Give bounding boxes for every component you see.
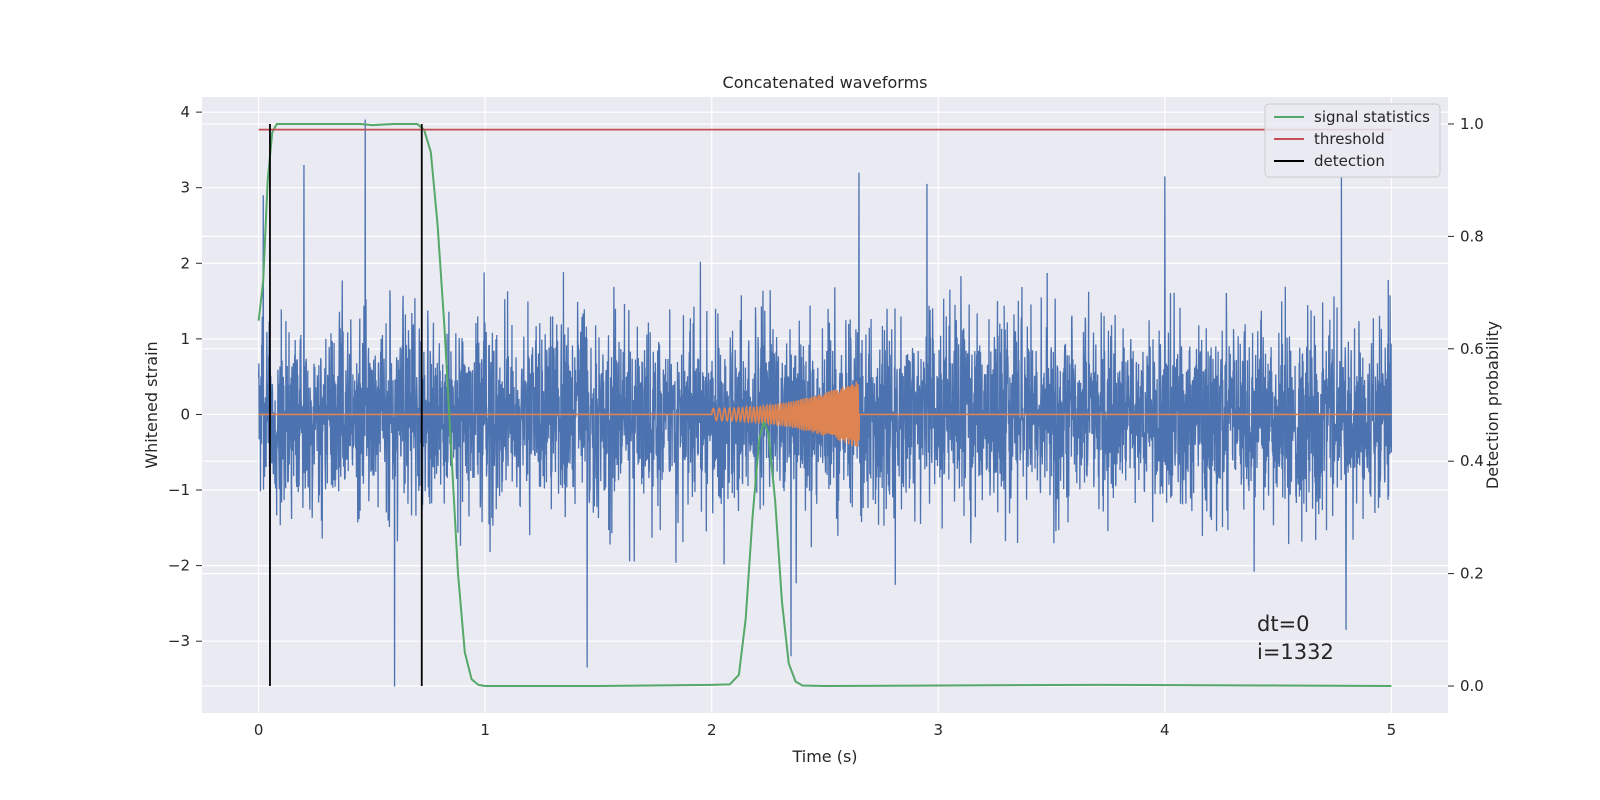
y2-tick-label: 0.8	[1460, 227, 1484, 245]
y-tick-label: 4	[180, 103, 190, 121]
x-axis-label: Time (s)	[791, 747, 857, 766]
y-tick-label: −2	[168, 557, 190, 575]
legend-label-detection: detection	[1314, 152, 1385, 170]
y2-tick-label: 0.6	[1460, 340, 1484, 358]
y2-tick-label: 0.0	[1460, 677, 1484, 695]
y2-tick-label: 1.0	[1460, 115, 1484, 133]
y2-tick-label: 0.4	[1460, 452, 1484, 470]
y-tick-label: −1	[168, 481, 190, 499]
annotation-index: i=1332	[1257, 640, 1334, 664]
y-axis-label: Whitened strain	[142, 341, 161, 468]
chart-title: Concatenated waveforms	[723, 73, 928, 92]
legend-box	[1264, 103, 1441, 178]
x-tick-label: 4	[1160, 721, 1170, 739]
injection-line	[258, 381, 1392, 447]
y2-axis-label: Detection probability	[1483, 321, 1502, 489]
y-tick-label: −3	[168, 632, 190, 650]
data-layer	[257, 119, 1393, 688]
annotation-dt: dt=0	[1257, 612, 1310, 636]
legend-label-signal-statistics: signal statistics	[1314, 108, 1430, 126]
y2-tick-label: 0.2	[1460, 565, 1484, 583]
y-tick-label: 2	[180, 254, 190, 272]
x-tick-label: 3	[933, 721, 943, 739]
legend: signal statistics threshold detection	[1264, 103, 1441, 178]
x-tick-label: 1	[480, 721, 490, 739]
x-tick-label: 2	[707, 721, 717, 739]
y-tick-label: 3	[180, 179, 190, 197]
y-tick-label: 0	[180, 405, 190, 423]
legend-label-threshold: threshold	[1314, 130, 1385, 148]
x-tick-label: 0	[254, 721, 264, 739]
tick-layer: 0 1 2 3 4 5 −3 −2 −1 0 1 2 3 4 0.0 0.2 0.4 0.6 0.8 1.0	[168, 103, 1484, 739]
x-tick-label: 5	[1387, 721, 1397, 739]
y-tick-label: 1	[180, 330, 190, 348]
signal-statistics-line	[257, 122, 1392, 688]
